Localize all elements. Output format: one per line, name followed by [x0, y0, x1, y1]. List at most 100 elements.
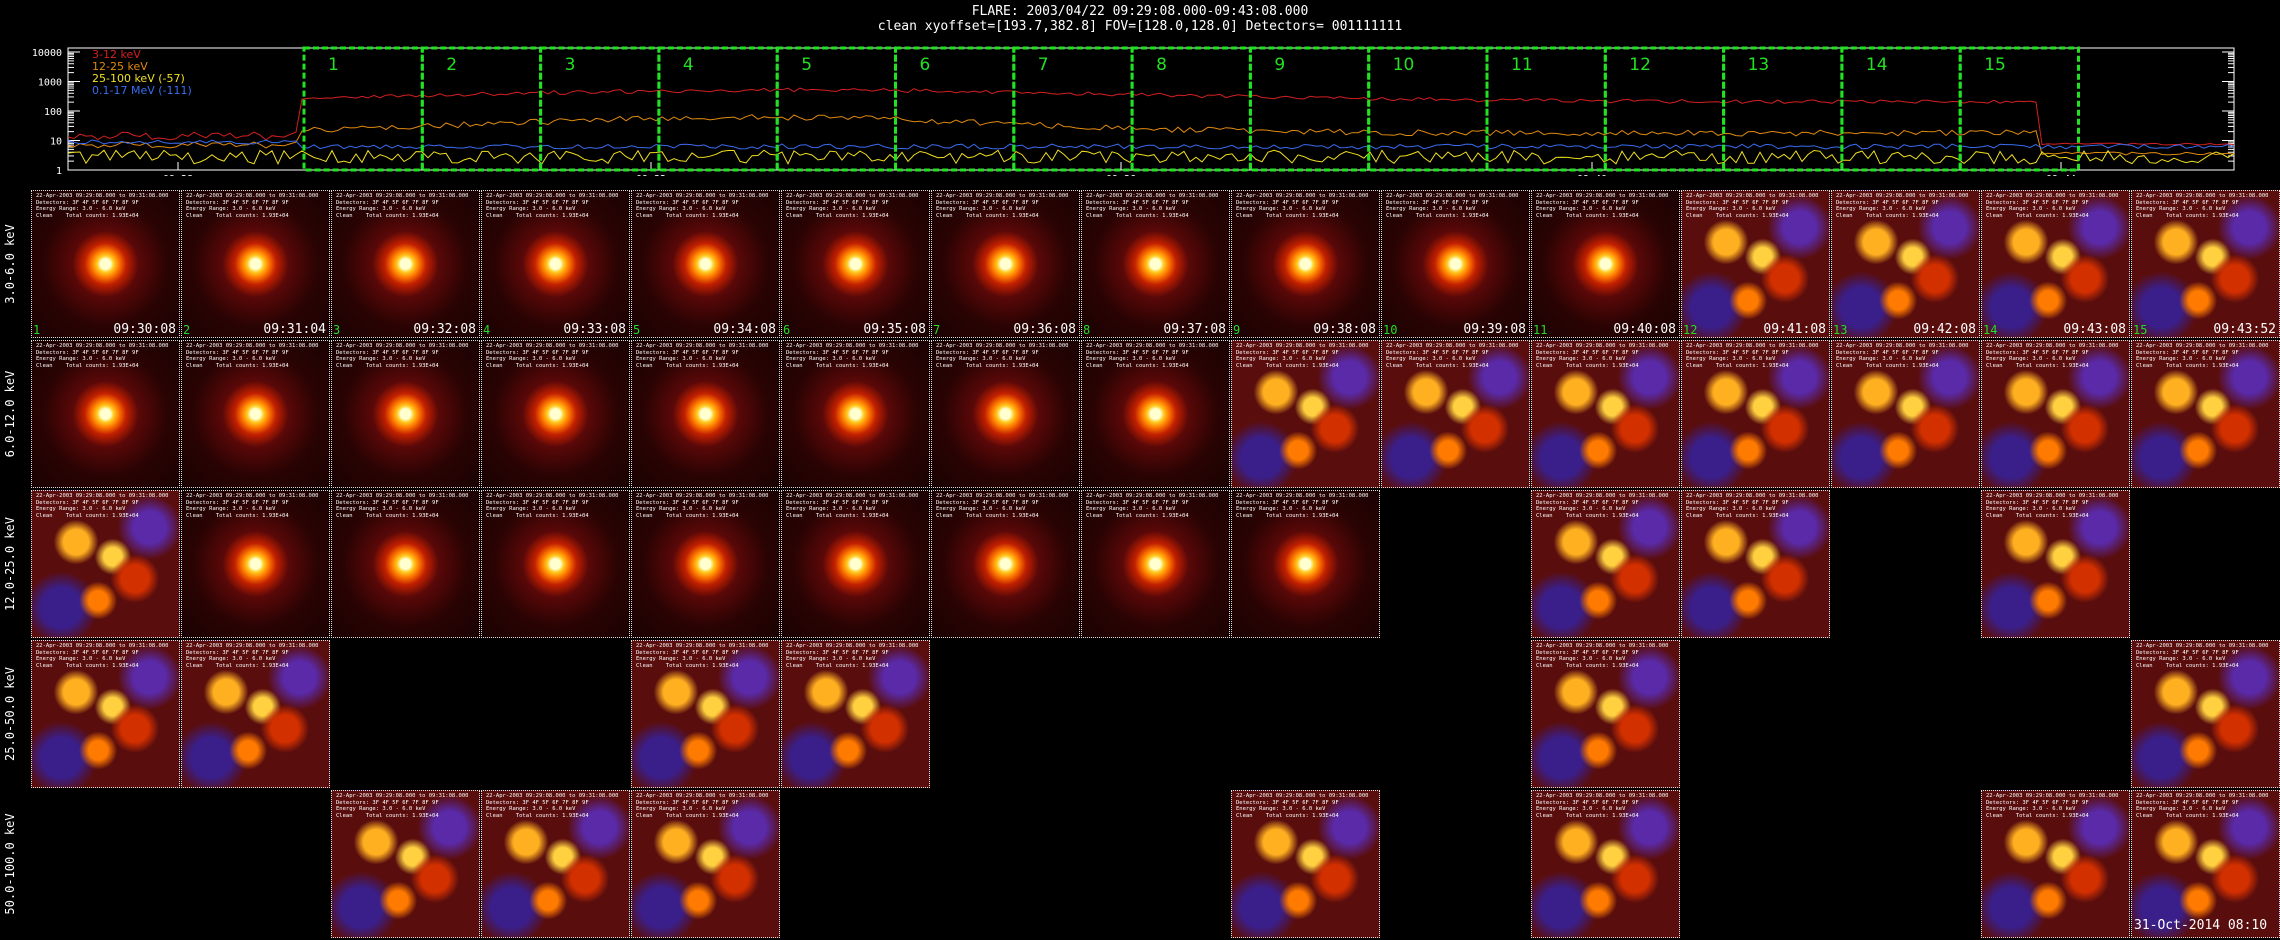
interval-box	[1722, 46, 1844, 172]
panel-interval-number: 11	[1533, 323, 1548, 337]
panel-annotation: 22-Apr-2003 09:29:08.000 to 09:31:08.000…	[1836, 343, 1969, 369]
panel-interval-number: 10	[1383, 323, 1398, 337]
image-panel: 22-Apr-2003 09:29:08.000 to 09:31:08.000…	[1381, 340, 1530, 488]
y-tick-label: 1	[56, 166, 62, 176]
y-tick-label: 100	[44, 107, 62, 118]
image-panel: 22-Apr-2003 09:29:08.000 to 09:31:08.000…	[1231, 490, 1380, 638]
panel-annotation: 22-Apr-2003 09:29:08.000 to 09:31:08.000…	[186, 493, 319, 519]
panel-interval-number: 4	[483, 323, 491, 337]
panel-annotation: 22-Apr-2003 09:29:08.000 to 09:31:08.000…	[2136, 193, 2269, 219]
image-panel: 22-Apr-2003 09:29:08.000 to 09:31:08.000…	[1231, 790, 1380, 938]
panel-annotation: 22-Apr-2003 09:29:08.000 to 09:31:08.000…	[1686, 343, 1819, 369]
panel-annotation: 22-Apr-2003 09:29:08.000 to 09:31:08.000…	[1536, 193, 1669, 219]
panel-annotation: 22-Apr-2003 09:29:08.000 to 09:31:08.000…	[1236, 343, 1369, 369]
curve-3-12kev	[67, 87, 2235, 146]
flare-title: FLARE: 2003/04/22 09:29:08.000-09:43:08.…	[971, 4, 1309, 19]
image-panel: 22-Apr-2003 09:29:08.000 to 09:31:08.000…	[1531, 640, 1680, 788]
panel-annotation: 22-Apr-2003 09:29:08.000 to 09:31:08.000…	[1386, 343, 1519, 369]
legend-entry: 12-25 keV	[92, 60, 148, 73]
panel-time-label: 09:37:08	[1163, 322, 1226, 337]
panel-annotation: 22-Apr-2003 09:29:08.000 to 09:31:08.000…	[36, 643, 169, 669]
image-panel: 22-Apr-2003 09:29:08.000 to 09:31:08.000…	[31, 190, 180, 338]
panel-time-label: 09:41:08	[1763, 322, 1826, 337]
interval-label: 15	[1984, 55, 2006, 75]
image-panel: 22-Apr-2003 09:29:08.000 to 09:31:08.000…	[1681, 340, 1830, 488]
panel-interval-number: 13	[1833, 323, 1848, 337]
image-panel: 22-Apr-2003 09:29:08.000 to 09:31:08.000…	[931, 190, 1080, 338]
image-panel: 22-Apr-2003 09:29:08.000 to 09:31:08.000…	[781, 190, 930, 338]
interval-label: 2	[446, 55, 457, 75]
panel-annotation: 22-Apr-2003 09:29:08.000 to 09:31:08.000…	[1236, 193, 1369, 219]
image-panel: 22-Apr-2003 09:29:08.000 to 09:31:08.000…	[2131, 790, 2280, 938]
panel-time-label: 09:34:08	[713, 322, 776, 337]
image-panel: 22-Apr-2003 09:29:08.000 to 09:31:08.000…	[1831, 340, 1980, 488]
interval-box	[1130, 46, 1252, 172]
panel-annotation: 22-Apr-2003 09:29:08.000 to 09:31:08.000…	[336, 793, 469, 819]
panel-annotation: 22-Apr-2003 09:29:08.000 to 09:31:08.000…	[36, 193, 169, 219]
image-panel: 22-Apr-2003 09:29:08.000 to 09:31:08.000…	[181, 640, 330, 788]
image-panel: 22-Apr-2003 09:29:08.000 to 09:31:08.000…	[1531, 340, 1680, 488]
panel-annotation: 22-Apr-2003 09:29:08.000 to 09:31:08.000…	[36, 493, 169, 519]
interval-label: 9	[1274, 55, 1285, 75]
panel-annotation: 22-Apr-2003 09:29:08.000 to 09:31:08.000…	[1386, 193, 1519, 219]
panel-annotation: 22-Apr-2003 09:29:08.000 to 09:31:08.000…	[1686, 493, 1819, 519]
panel-interval-number: 1	[33, 323, 41, 337]
panel-interval-number: 12	[1683, 323, 1698, 337]
panel-annotation: 22-Apr-2003 09:29:08.000 to 09:31:08.000…	[1086, 193, 1219, 219]
image-panel: 22-Apr-2003 09:29:08.000 to 09:31:08.000…	[1231, 190, 1380, 338]
imaging-params: clean xyoffset=[193.7,382.8] FOV=[128.0,…	[877, 19, 1403, 34]
panel-annotation: 22-Apr-2003 09:29:08.000 to 09:31:08.000…	[36, 343, 169, 369]
y-tick-label: 10000	[32, 48, 62, 59]
x-tick-label: 09:44	[2046, 174, 2076, 176]
energy-band-label: 6.0-12.0 keV	[3, 370, 17, 458]
panel-annotation: 22-Apr-2003 09:29:08.000 to 09:31:08.000…	[636, 193, 769, 219]
image-panel: 22-Apr-2003 09:29:08.000 to 09:31:08.000…	[931, 490, 1080, 638]
x-tick-label: 09:36	[1106, 174, 1136, 176]
panel-annotation: 22-Apr-2003 09:29:08.000 to 09:31:08.000…	[936, 343, 1069, 369]
creation-timestamp: 31-Oct-2014 08:10	[2134, 918, 2268, 933]
image-panel: 22-Apr-2003 09:29:08.000 to 09:31:08.000…	[631, 640, 780, 788]
interval-box	[1248, 46, 1371, 172]
panel-time-label: 09:39:08	[1463, 322, 1526, 337]
lightcurve-plot: 10000 1000 100 10 1 09:28 09:32 09:36 09:40 09:44…	[32, 46, 2235, 176]
interval-box	[1958, 46, 2080, 172]
panel-annotation: 22-Apr-2003 09:29:08.000 to 09:31:08.000…	[1986, 343, 2119, 369]
image-panel: 22-Apr-2003 09:29:08.000 to 09:31:08.000…	[331, 190, 480, 338]
energy-band-label: 12.0-25.0 keV	[3, 517, 17, 611]
legend-entry: 0.1-17 MeV (-111)	[92, 84, 192, 97]
image-panel: 22-Apr-2003 09:29:08.000 to 09:31:08.000…	[181, 190, 330, 338]
interval-label: 4	[683, 55, 694, 75]
interval-label: 5	[801, 55, 812, 75]
image-panel: 22-Apr-2003 09:29:08.000 to 09:31:08.000…	[2131, 190, 2280, 338]
image-panel: 22-Apr-2003 09:29:08.000 to 09:31:08.000…	[1981, 490, 2130, 638]
image-panel: 22-Apr-2003 09:29:08.000 to 09:31:08.000…	[2131, 340, 2280, 488]
panel-annotation: 22-Apr-2003 09:29:08.000 to 09:31:08.000…	[1236, 493, 1369, 519]
panel-annotation: 22-Apr-2003 09:29:08.000 to 09:31:08.000…	[1086, 493, 1219, 519]
panel-annotation: 22-Apr-2003 09:29:08.000 to 09:31:08.000…	[786, 643, 919, 669]
panel-time-label: 09:38:08	[1313, 322, 1376, 337]
panel-annotation: 22-Apr-2003 09:29:08.000 to 09:31:08.000…	[336, 493, 469, 519]
interval-label: 3	[565, 55, 576, 75]
panel-time-label: 09:43:52	[2213, 322, 2276, 337]
image-panel: 22-Apr-2003 09:29:08.000 to 09:31:08.000…	[1531, 190, 1680, 338]
interval-box	[894, 46, 1016, 172]
panel-time-label: 09:36:08	[1013, 322, 1076, 337]
interval-label: 11	[1511, 55, 1533, 75]
panel-annotation: 22-Apr-2003 09:29:08.000 to 09:31:08.000…	[186, 643, 319, 669]
image-panel: 22-Apr-2003 09:29:08.000 to 09:31:08.000…	[1081, 190, 1230, 338]
interval-box	[420, 46, 543, 172]
image-panel: 22-Apr-2003 09:29:08.000 to 09:31:08.000…	[631, 340, 780, 488]
image-panel: 22-Apr-2003 09:29:08.000 to 09:31:08.000…	[1231, 340, 1380, 488]
panel-interval-number: 5	[633, 323, 641, 337]
panel-annotation: 22-Apr-2003 09:29:08.000 to 09:31:08.000…	[1986, 493, 2119, 519]
image-panel: 22-Apr-2003 09:29:08.000 to 09:31:08.000…	[1681, 190, 1830, 338]
panel-time-label: 09:33:08	[563, 322, 626, 337]
legend-entry: 25-100 keV (-57)	[92, 72, 185, 85]
image-panel: 22-Apr-2003 09:29:08.000 to 09:31:08.000…	[631, 190, 780, 338]
image-panel: 22-Apr-2003 09:29:08.000 to 09:31:08.000…	[481, 790, 630, 938]
image-panel: 22-Apr-2003 09:29:08.000 to 09:31:08.000…	[2131, 640, 2280, 788]
interval-label: 14	[1866, 55, 1888, 75]
panel-annotation: 22-Apr-2003 09:29:08.000 to 09:31:08.000…	[636, 793, 769, 819]
panel-annotation: 22-Apr-2003 09:29:08.000 to 09:31:08.000…	[786, 343, 919, 369]
curve-12-25kev	[67, 114, 2235, 156]
